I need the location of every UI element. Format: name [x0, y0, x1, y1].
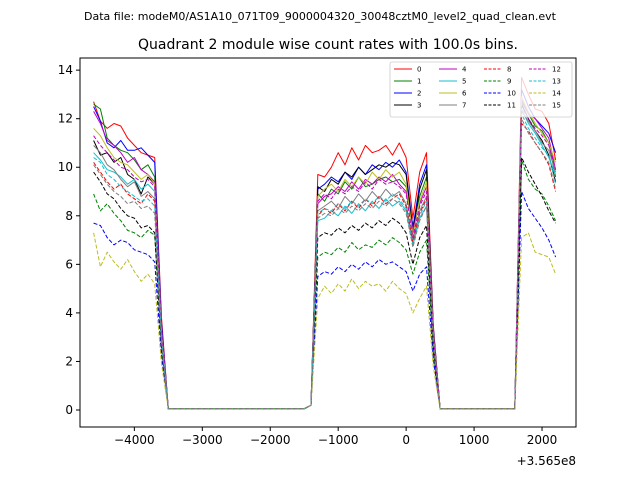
y-tick-label: 0	[65, 403, 73, 417]
x-tick-label: 1000	[459, 433, 490, 447]
y-axis: 0 2 4 6 8 10 12 14	[58, 63, 80, 417]
legend-label-9: 9	[507, 78, 511, 86]
x-tick-label: −1000	[318, 433, 359, 447]
y-tick-label: 4	[65, 306, 73, 320]
legend-label-3: 3	[417, 102, 421, 110]
y-tick-label: 10	[58, 160, 73, 174]
legend-box	[389, 61, 573, 118]
y-tick-label: 6	[65, 257, 73, 271]
legend-label-8: 8	[507, 66, 511, 74]
legend-label-2: 2	[417, 90, 421, 98]
legend-label-6: 6	[462, 90, 467, 98]
plot-area	[79, 57, 577, 428]
legend-label-12: 12	[552, 66, 561, 74]
legend-label-13: 13	[552, 78, 561, 86]
legend-label-0: 0	[417, 66, 421, 74]
series-line-15	[93, 118, 557, 410]
y-tick-label: 12	[58, 112, 73, 126]
x-tick-label: 2000	[527, 433, 558, 447]
legend-label-5: 5	[462, 78, 466, 86]
legend-label-4: 4	[462, 66, 467, 74]
x-tick-label: −3000	[182, 433, 223, 447]
x-axis: −4000 −3000 −2000 −1000 0 1000 2000	[114, 427, 557, 447]
chart-title: Quadrant 2 module wise count rates with …	[138, 37, 518, 53]
y-tick-label: 2	[65, 354, 73, 368]
axes-border	[79, 57, 577, 428]
y-tick-label: 8	[65, 209, 73, 223]
y-tick-label: 14	[58, 63, 73, 77]
legend-label-14: 14	[552, 90, 561, 98]
series-layer	[93, 76, 557, 410]
legend-label-7: 7	[462, 102, 466, 110]
x-tick-label: −2000	[250, 433, 291, 447]
data-file-label: Data file: modeM0/AS1A10_071T09_90000043…	[84, 10, 557, 23]
legend-label-10: 10	[507, 90, 516, 98]
x-tick-label: −4000	[114, 433, 155, 447]
x-offset-label: +3.565e8	[517, 454, 576, 468]
legend-label-15: 15	[552, 102, 561, 110]
legend-label-11: 11	[507, 102, 516, 110]
axes-frame	[80, 58, 576, 427]
x-tick-label: 0	[402, 433, 410, 447]
legend-label-1: 1	[417, 78, 421, 86]
